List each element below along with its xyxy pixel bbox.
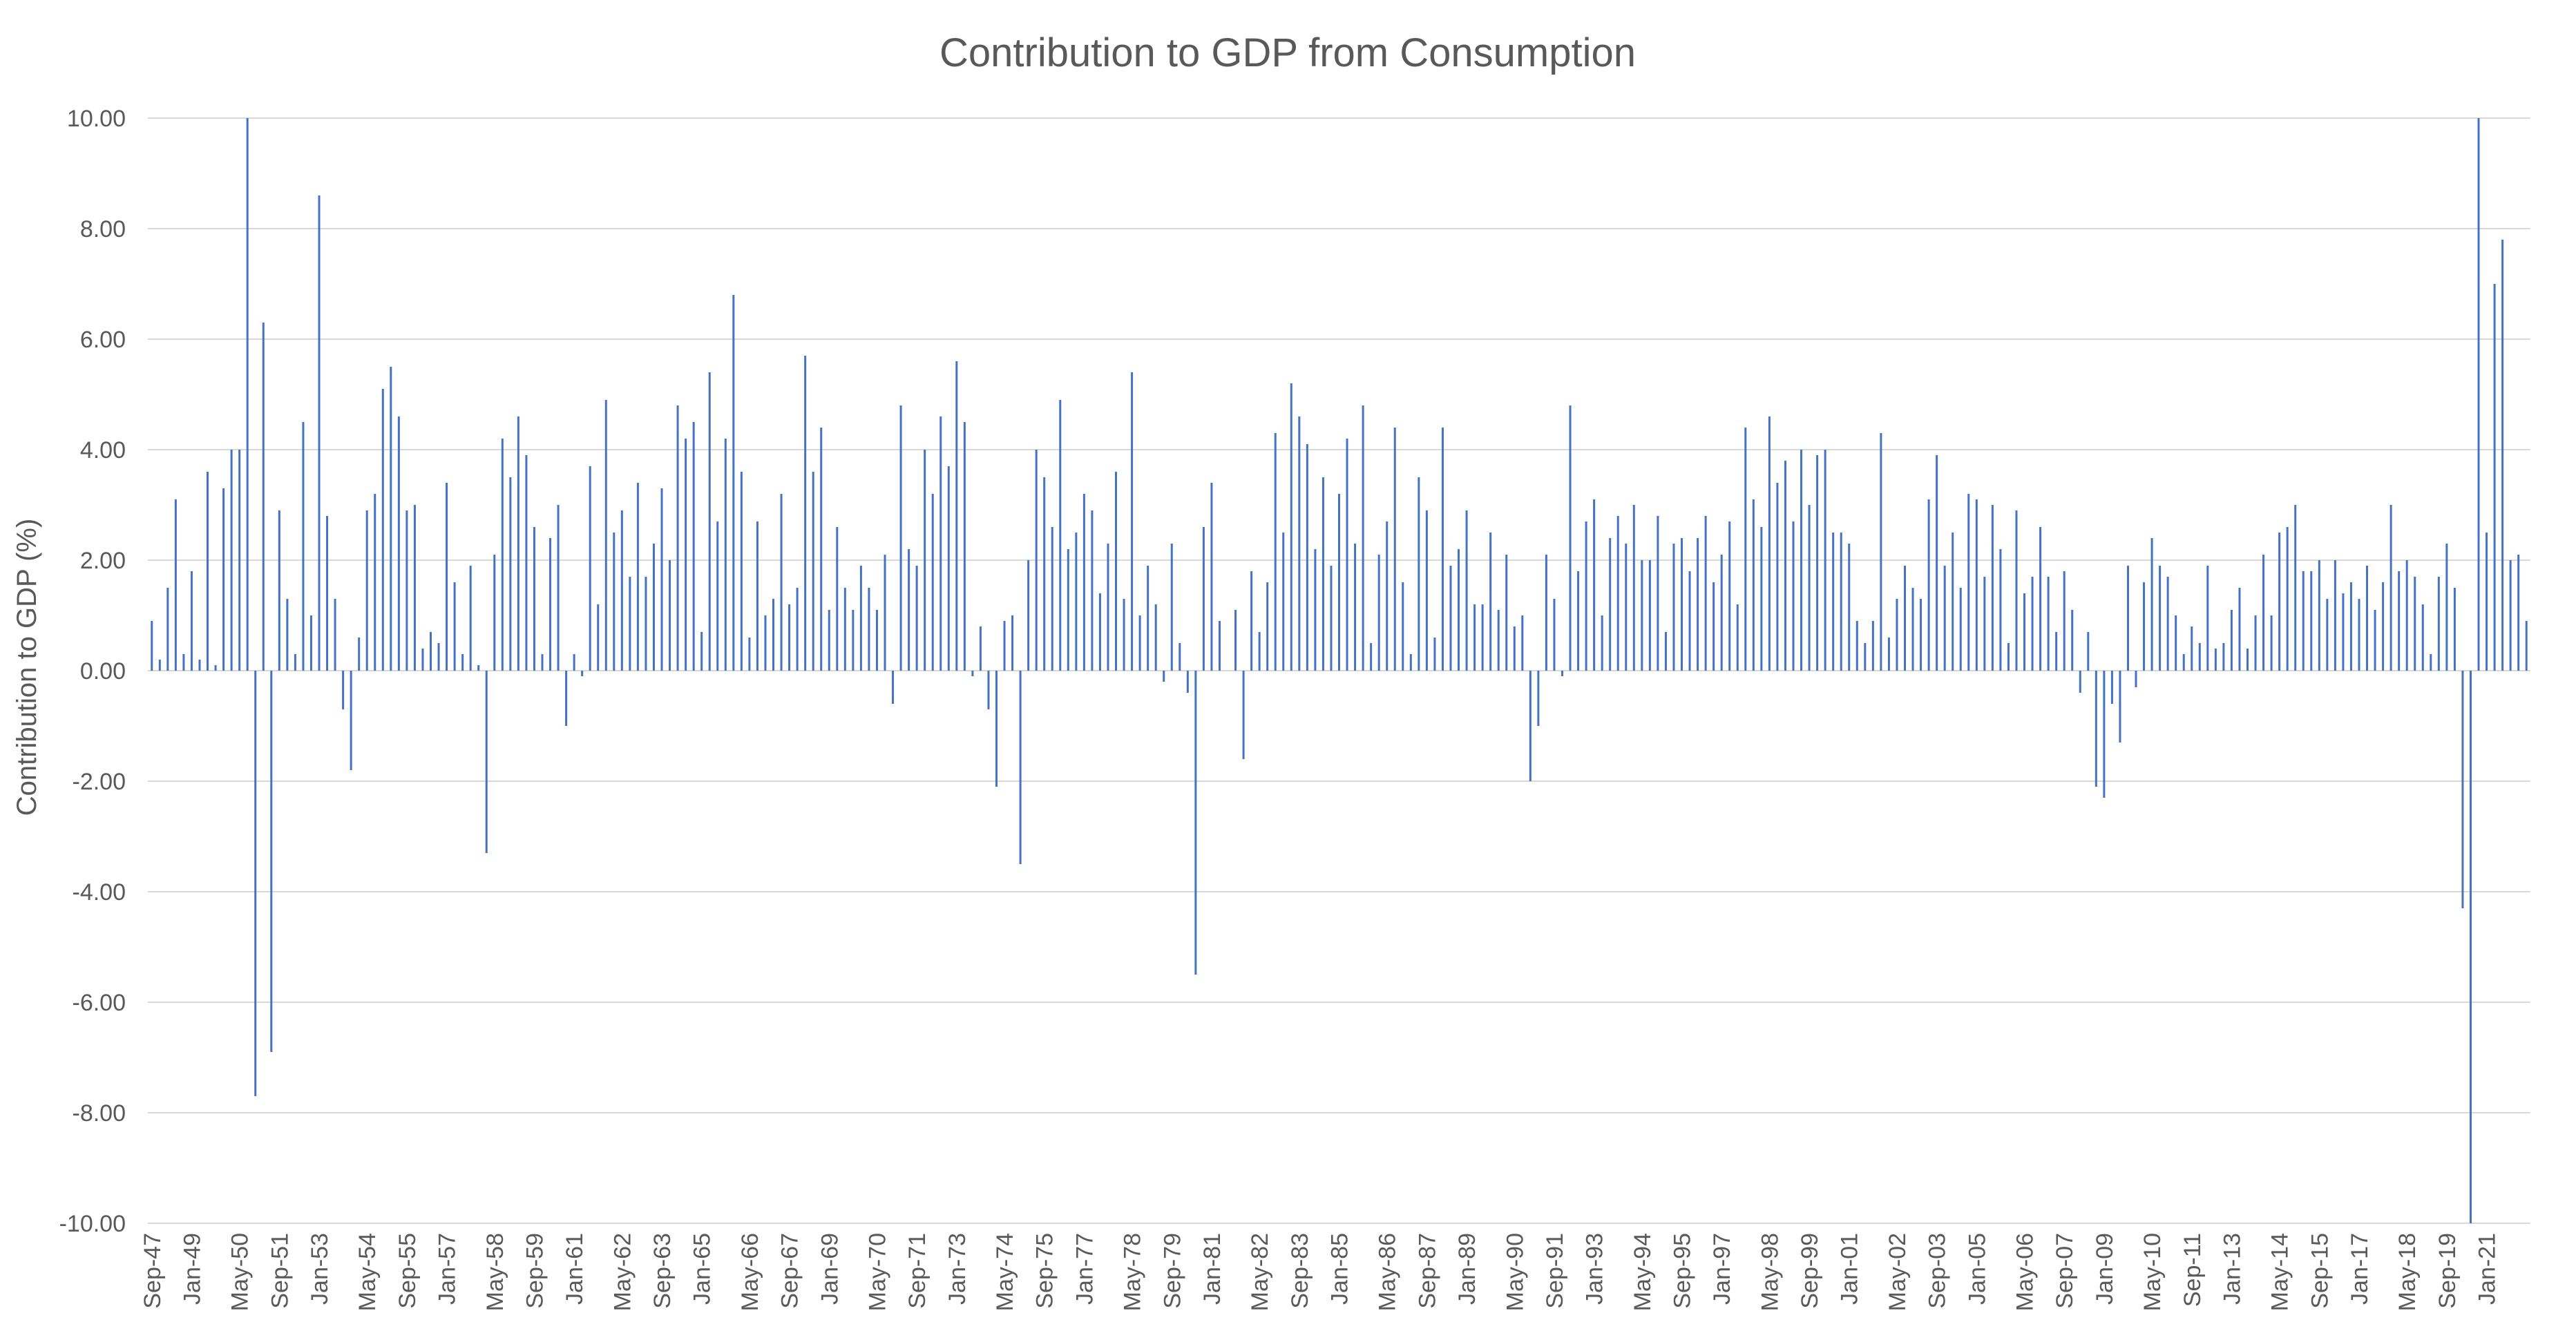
y-tick-label: 0.00 [80,658,126,684]
x-tick-label: May-50 [227,1233,254,1311]
x-tick-label: Jan-57 [435,1233,461,1305]
y-tick-label: -10.00 [59,1211,126,1237]
x-tick-label: May-14 [2267,1233,2293,1311]
x-tick-label: Jan-81 [1199,1233,1225,1305]
x-tick-label: Sep-19 [2434,1233,2461,1309]
x-tick-label: May-62 [609,1233,636,1311]
x-tick-label: May-18 [2394,1233,2421,1311]
x-tick-label: May-06 [2012,1233,2039,1311]
x-tick-label: Sep-71 [904,1233,931,1309]
x-tick-label: May-10 [2139,1233,2166,1311]
x-tick-label: Jan-49 [179,1233,205,1305]
y-tick-label: 6.00 [80,327,126,353]
x-tick-label: Jan-97 [1709,1233,1735,1305]
x-tick-label: May-86 [1375,1233,1401,1311]
y-tick-label: -4.00 [73,879,126,906]
x-tick-label: May-94 [1630,1233,1656,1311]
x-tick-label: Jan-65 [689,1233,716,1305]
x-tick-label: Jan-77 [1071,1233,1098,1305]
x-axis-ticks: Sep-47 Jan-49 May-50 Sep-51 Jan-53 May-54 Sep-… [140,1233,2501,1311]
x-tick-label: Sep-95 [1670,1233,1696,1309]
x-tick-label: Jan-05 [1964,1233,1990,1305]
x-tick-label: Jan-21 [2474,1233,2501,1305]
x-tick-label: Sep-87 [1414,1233,1440,1309]
x-tick-label: Sep-59 [522,1233,548,1309]
x-tick-label: Sep-75 [1032,1233,1058,1309]
x-tick-label: Jan-53 [307,1233,333,1305]
x-tick-label: May-74 [992,1233,1018,1311]
x-tick-label: Sep-47 [140,1233,166,1309]
x-tick-label: Jan-61 [562,1233,588,1305]
y-axis-label: Contribution to GDP (%) [12,519,42,816]
x-tick-label: Sep-51 [267,1233,293,1309]
x-tick-label: May-66 [737,1233,763,1311]
x-tick-label: Jan-73 [944,1233,971,1305]
y-tick-label: 10.00 [67,106,126,132]
x-tick-label: May-70 [864,1233,890,1311]
y-tick-label: 4.00 [80,437,126,463]
x-tick-label: Sep-63 [649,1233,676,1309]
x-tick-label: Sep-91 [1542,1233,1568,1309]
x-tick-label: Jan-13 [2219,1233,2245,1305]
x-tick-label: Sep-07 [2052,1233,2078,1309]
chart-title: Contribution to GDP from Consumption [939,30,1636,75]
y-axis-ticks: 10.00 8.00 6.00 4.00 2.00 0.00 -2.00 -4.00 -6.00… [59,106,126,1237]
x-tick-label: Sep-79 [1159,1233,1185,1309]
y-tick-label: 2.00 [80,548,126,574]
y-tick-label: -8.00 [73,1100,126,1127]
x-tick-label: May-78 [1120,1233,1146,1311]
x-tick-label: Sep-83 [1287,1233,1313,1309]
y-tick-label: -2.00 [73,769,126,795]
x-tick-label: May-54 [354,1233,381,1311]
x-tick-label: May-82 [1247,1233,1273,1311]
y-tick-label: 8.00 [80,216,126,242]
x-tick-label: Jan-01 [1837,1233,1863,1305]
x-tick-label: Sep-99 [1797,1233,1823,1309]
x-tick-label: Sep-55 [394,1233,421,1309]
x-tick-label: May-90 [1502,1233,1528,1311]
x-tick-label: Jan-17 [2347,1233,2373,1305]
x-tick-label: Jan-93 [1582,1233,1608,1305]
x-tick-label: May-58 [482,1233,508,1311]
x-tick-label: Jan-89 [1454,1233,1480,1305]
x-tick-label: May-98 [1757,1233,1783,1311]
y-tick-label: -6.00 [73,990,126,1016]
x-tick-label: Sep-11 [2179,1233,2206,1307]
data-bars [151,118,2528,1223]
x-tick-label: Sep-15 [2307,1233,2333,1309]
x-tick-label: Sep-67 [777,1233,803,1309]
x-tick-label: Jan-09 [2092,1233,2118,1305]
x-tick-label: Jan-69 [817,1233,843,1305]
x-tick-label: Sep-03 [1925,1233,1951,1309]
x-tick-label: Jan-85 [1327,1233,1353,1305]
x-tick-label: May-02 [1885,1233,1911,1311]
